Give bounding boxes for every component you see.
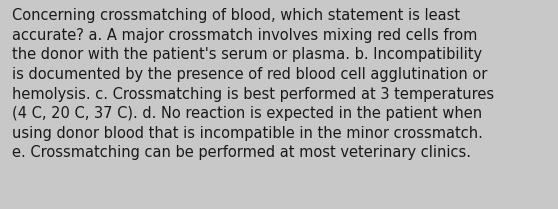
Text: Concerning crossmatching of blood, which statement is least
accurate? a. A major: Concerning crossmatching of blood, which… bbox=[12, 8, 494, 160]
